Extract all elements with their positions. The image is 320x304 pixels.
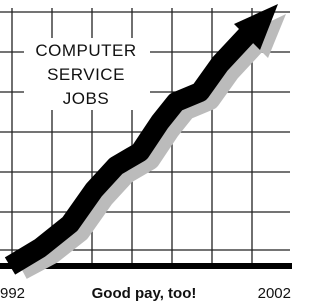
label-line: JOBS xyxy=(63,89,109,108)
caption: Good pay, too! xyxy=(92,285,197,302)
end-year: 2002 xyxy=(258,285,291,302)
label-line: COMPUTER xyxy=(35,41,136,60)
illustration: COMPUTER SERVICE JOBS 992 Good pay, too!… xyxy=(0,0,292,304)
start-year: 992 xyxy=(0,285,25,302)
label-line: SERVICE xyxy=(47,65,125,84)
